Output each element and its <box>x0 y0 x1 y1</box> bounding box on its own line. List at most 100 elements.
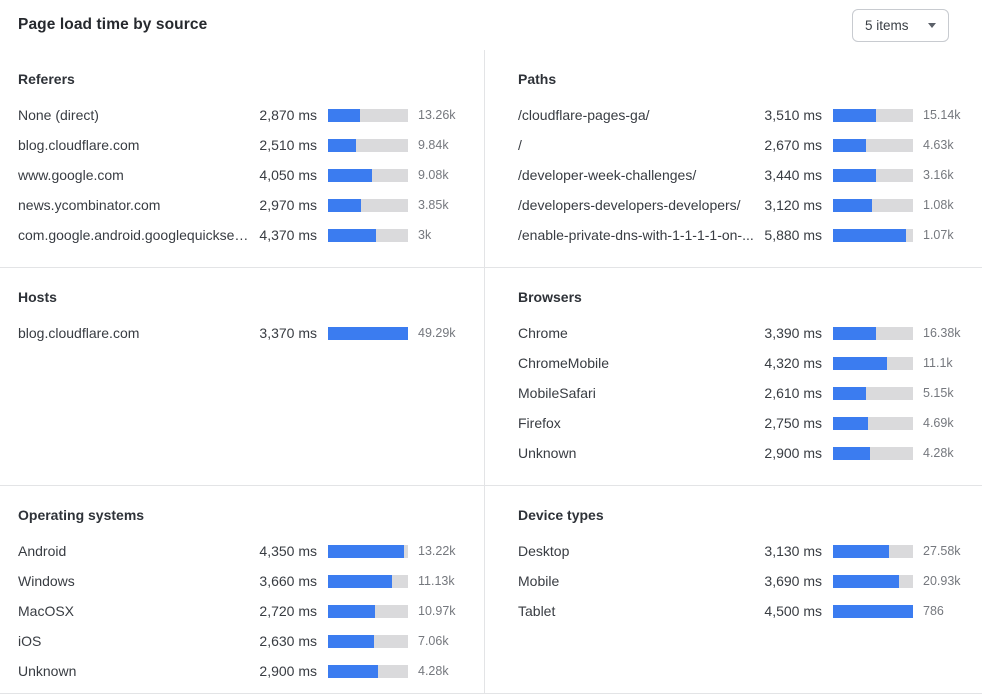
row-label: Unknown <box>518 445 577 461</box>
row-ms-value: 4,320 ms <box>764 355 822 371</box>
panel-title: Browsers <box>518 289 582 305</box>
list-item[interactable]: Unknown 2,900 ms 4.28k <box>18 656 470 686</box>
bar-fill <box>328 604 376 618</box>
row-ms-value: 3,120 ms <box>764 197 822 213</box>
row-count: 10.97k <box>418 604 456 618</box>
row-count: 4.63k <box>923 138 954 152</box>
bar-fill <box>328 228 376 242</box>
list-item[interactable]: /enable-private-dns-with-1-1-1-1-on-... 5… <box>518 220 975 250</box>
panel-title: Hosts <box>18 289 57 305</box>
row-label: /developer-week-challenges/ <box>518 167 697 183</box>
panel-title: Operating systems <box>18 507 145 523</box>
row-count: 13.22k <box>418 544 456 558</box>
bar-fill <box>833 168 876 182</box>
bar-fill <box>833 326 876 340</box>
bar-fill <box>328 664 379 678</box>
list-item[interactable]: / 2,670 ms 4.63k <box>518 130 975 160</box>
list-item[interactable]: www.google.com 4,050 ms 9.08k <box>18 160 470 190</box>
row-ms-value: 2,900 ms <box>764 445 822 461</box>
bar-fill <box>833 604 913 618</box>
row-ms-value: 2,870 ms <box>259 107 317 123</box>
row-count: 3k <box>418 228 432 242</box>
bar-track <box>833 416 913 430</box>
row-count: 13.26k <box>418 108 456 122</box>
bar-fill <box>833 544 889 558</box>
row-count: 16.38k <box>923 326 961 340</box>
list-item[interactable]: /developers-developers-developers/3,120 … <box>518 190 975 220</box>
bar-fill <box>833 574 899 588</box>
bar-track <box>328 574 408 588</box>
row-label: Desktop <box>518 543 570 559</box>
row-ms-value: 5,880 ms <box>764 227 822 243</box>
panel-title: Referers <box>18 71 75 87</box>
panel-device-types: Device types Desktop 3,130 ms 27.58k Mobile… <box>485 485 982 693</box>
row-label: Windows <box>18 573 75 589</box>
list-item[interactable]: blog.cloudflare.com 2,510 ms 9.84k <box>18 130 470 160</box>
list-item[interactable]: Unknown 2,900 ms 4.28k <box>518 438 975 468</box>
row-count: 11.1k <box>923 356 953 370</box>
row-count: 1.07k <box>923 228 954 242</box>
bar-track <box>833 574 913 588</box>
panel-paths: Paths /cloudflare-pages-ga/3,510 ms 15.14… <box>485 50 982 267</box>
bar-fill <box>328 168 373 182</box>
bar-track <box>833 228 913 242</box>
list-item[interactable]: Chrome 3,390 ms 16.38k <box>518 318 975 348</box>
row-ms-value: 3,440 ms <box>764 167 822 183</box>
bar-fill <box>328 574 392 588</box>
list-item[interactable]: Android 4,350 ms 13.22k <box>18 536 470 566</box>
row-ms-value: 2,670 ms <box>764 137 822 153</box>
bar-track <box>328 228 408 242</box>
row-ms-value: 2,720 ms <box>259 603 317 619</box>
panel-title: Device types <box>518 507 604 523</box>
list-item[interactable]: None (direct) 2,870 ms 13.26k <box>18 100 470 130</box>
list-item[interactable]: /developer-week-challenges/3,440 ms 3.16k <box>518 160 975 190</box>
bar-track <box>328 664 408 678</box>
list-item[interactable]: Desktop 3,130 ms 27.58k <box>518 536 975 566</box>
bar-fill <box>833 228 906 242</box>
row-label: MacOSX <box>18 603 75 619</box>
row-count: 11.13k <box>418 574 455 588</box>
bar-track <box>833 446 913 460</box>
row-count: 5.15k <box>923 386 954 400</box>
list-item[interactable]: MacOSX 2,720 ms 10.97k <box>18 596 470 626</box>
items-count-dropdown[interactable]: 5 items <box>852 8 949 42</box>
bar-track <box>328 326 408 340</box>
list-item[interactable]: MobileSafari 2,610 ms 5.15k <box>518 378 975 408</box>
list-item[interactable]: blog.cloudflare.com 3,370 ms 49.29k <box>18 318 470 348</box>
bar-track <box>833 198 913 212</box>
row-ms-value: 2,610 ms <box>764 385 822 401</box>
list-item[interactable]: Windows 3,660 ms 11.13k <box>18 566 470 596</box>
row-ms-value: 4,500 ms <box>764 603 822 619</box>
list-item[interactable]: com.google.android.googlequicksearc... 4,… <box>18 220 470 250</box>
list-item[interactable]: ChromeMobile 4,320 ms 11.1k <box>518 348 975 378</box>
row-ms-value: 3,130 ms <box>764 543 822 559</box>
bar-fill <box>328 634 374 648</box>
card-header: Page load time by source 5 items <box>0 0 982 50</box>
bar-track <box>833 108 913 122</box>
row-ms-value: 3,370 ms <box>259 325 317 341</box>
list-item[interactable]: Firefox 2,750 ms 4.69k <box>518 408 975 438</box>
list-item[interactable]: Tablet 4,500 ms 786 <box>518 596 975 626</box>
bar-track <box>328 634 408 648</box>
list-item[interactable]: Mobile 3,690 ms 20.93k <box>518 566 975 596</box>
panel-browsers: Browsers Chrome 3,390 ms 16.38k ChromeMobil… <box>485 267 982 485</box>
row-ms-value: 3,660 ms <box>259 573 317 589</box>
bar-fill <box>833 356 888 370</box>
row-count: 9.08k <box>418 168 449 182</box>
list-item[interactable]: news.ycombinator.com 2,970 ms 3.85k <box>18 190 470 220</box>
row-count: 786 <box>923 604 944 618</box>
items-count-dropdown-value: 5 items <box>865 17 909 33</box>
row-count: 9.84k <box>418 138 449 152</box>
list-item[interactable]: iOS 2,630 ms 7.06k <box>18 626 470 656</box>
panel-title: Paths <box>518 71 557 87</box>
bar-fill <box>833 108 877 122</box>
row-ms-value: 2,970 ms <box>259 197 317 213</box>
row-ms-value: 3,510 ms <box>764 107 822 123</box>
bar-track <box>833 544 913 558</box>
bar-track <box>328 198 408 212</box>
bar-fill <box>328 108 360 122</box>
row-count: 4.28k <box>418 664 449 678</box>
row-label: Unknown <box>18 663 77 679</box>
list-item[interactable]: /cloudflare-pages-ga/3,510 ms 15.14k <box>518 100 975 130</box>
